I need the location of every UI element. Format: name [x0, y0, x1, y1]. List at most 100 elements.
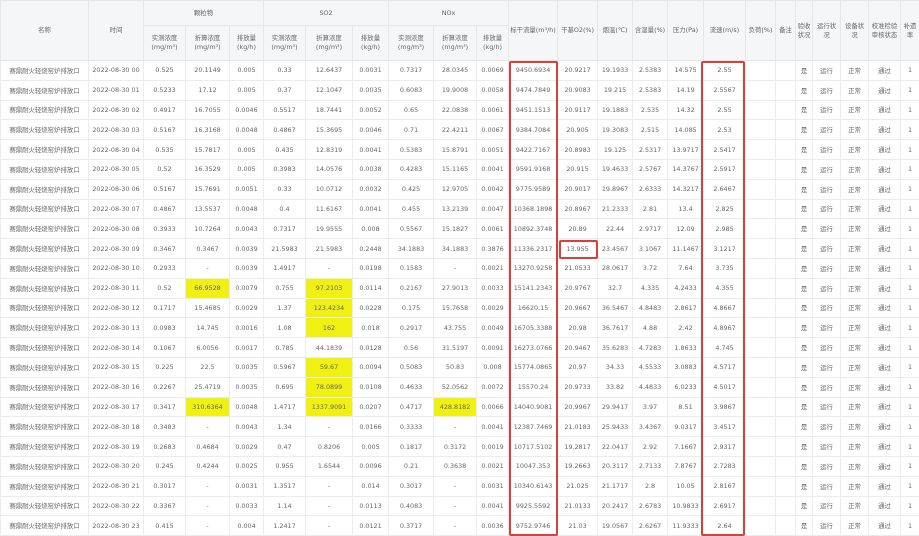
cell-nox-emission: 0.0029	[476, 297, 510, 319]
table-row[interactable]: 赛鼎耐火轻烧窑炉排放口 2022-08-30 05 0.52 16.3529 0.005…	[0, 158, 919, 180]
cell-time: 2022-08-30 08	[88, 218, 144, 240]
cell-run: 运行	[812, 376, 842, 398]
cell-nox-measured: 0.56	[388, 337, 435, 358]
table-row[interactable]: 赛鼎耐火轻烧窑炉排放口 2022-08-30 08 0.3933 10.7264 0.0…	[0, 218, 919, 240]
cell-moisture: 2.6333	[632, 178, 669, 200]
table-row[interactable]: 赛鼎耐火轻烧窑炉排放口 2022-08-30 23 0.415-0.004 1.241…	[0, 515, 919, 536]
table-row[interactable]: 赛鼎耐火轻烧窑炉排放口 2022-08-30 03 0.5167 16.3168 0.0…	[0, 119, 919, 141]
cell-accept: 是	[795, 297, 814, 319]
table-row[interactable]: 赛鼎耐火轻烧窑炉排放口 2022-08-30 06 0.5167 15.7691 0.0…	[0, 178, 919, 200]
cell-temp: 34.33	[597, 356, 634, 378]
cell-so2-measured: 0.435	[263, 139, 306, 160]
header-nox-converted: 折算浓度(mg/m³)	[433, 25, 478, 61]
cell-pm-converted: -	[185, 495, 230, 517]
cell-temp: 36.5467	[597, 297, 634, 319]
table-row[interactable]: 赛鼎耐火轻烧窑炉排放口 2022-08-30 21 0.3017-0.0031 1.3…	[0, 475, 919, 497]
cell-calib: 通过	[868, 238, 902, 259]
cell-so2-converted: 11.6167	[305, 198, 353, 220]
cell-calib: 通过	[868, 416, 902, 438]
cell-nox-measured: 0.3017	[388, 475, 435, 497]
cell-equip: 正常	[840, 139, 870, 160]
table-row[interactable]: 赛鼎耐火轻烧窑炉排放口 2022-08-30 09 0.3467 0.3467 0.00…	[0, 238, 919, 259]
cell-so2-converted: 14.0576	[305, 158, 353, 180]
table-row[interactable]: 赛鼎耐火轻烧窑炉排放口 2022-08-30 02 0.4917 16.7055 0.0…	[0, 99, 919, 121]
cell-nox-measured: 0.3717	[388, 515, 435, 536]
header-so2: SO2	[262, 0, 390, 26]
cell-pm-converted: 15.7691	[185, 178, 230, 200]
cell-rate: 1	[900, 257, 919, 279]
header-moisture: 含湿量(%)	[632, 0, 669, 61]
cell-equip: 正常	[840, 238, 870, 259]
cell-name: 赛鼎耐火轻烧窑炉排放口	[0, 495, 89, 517]
cell-time: 2022-08-30 04	[88, 139, 144, 160]
table-row[interactable]: 赛鼎耐火轻烧窑炉排放口 2022-08-30 22 0.3367-0.0033 1.1…	[0, 495, 919, 517]
cell-o2: 20.97	[557, 356, 599, 378]
cell-pm-converted: 17.12	[185, 79, 230, 101]
cell-time: 2022-08-30 22	[88, 495, 144, 517]
cell-equip: 正常	[840, 396, 870, 418]
cell-so2-measured: 0.33	[263, 60, 306, 81]
header-equip: 设备状况	[840, 0, 870, 61]
cell-so2-converted: 123.4234	[305, 297, 353, 319]
cell-calib: 通过	[868, 60, 902, 81]
cell-velocity: 4.8667	[703, 297, 747, 319]
table-row[interactable]: 赛鼎耐火轻烧窑炉排放口 2022-08-30 04 0.535 15.7817 0.00…	[0, 139, 919, 160]
cell-temp: 19.125	[597, 139, 634, 160]
table-row[interactable]: 赛鼎耐火轻烧窑炉排放口 2022-08-30 12 0.1717 15.4685 0.0…	[0, 297, 919, 319]
table-row[interactable]: 赛鼎耐火轻烧窑炉排放口 2022-08-30 19 0.2683 0.4684 0.00…	[0, 436, 919, 457]
cell-moisture: 2.92	[632, 436, 669, 457]
table-row[interactable]: 赛鼎耐火轻烧窑炉排放口 2022-08-30 18 0.3483-0.0043 1.3…	[0, 416, 919, 438]
cell-name: 赛鼎耐火轻烧窑炉排放口	[0, 238, 89, 259]
cell-pm-emission: 0.0035	[229, 376, 264, 398]
header-accept: 验收状况	[795, 0, 814, 61]
cell-pm-emission: 0.005	[229, 60, 264, 81]
cell-accept: 是	[795, 139, 814, 160]
cell-pm-measured: 0.3017	[143, 475, 186, 497]
table-row[interactable]: 赛鼎耐火轻烧窑炉排放口 2022-08-30 07 0.4867 13.5537 0.0…	[0, 198, 919, 220]
cell-pm-emission: 0.0043	[229, 416, 264, 438]
table-row[interactable]: 赛鼎耐火轻烧窑炉排放口 2022-08-30 20 0.245 0.4244 0.002…	[0, 455, 919, 477]
cell-name: 赛鼎耐火轻烧窑炉排放口	[0, 515, 89, 536]
table-row[interactable]: 赛鼎耐火轻烧窑炉排放口 2022-08-30 17 0.3417 310.6364 0.…	[0, 396, 919, 418]
cell-temp: 19.215	[597, 79, 634, 101]
cell-velocity: 2.825	[703, 198, 747, 220]
table-row[interactable]: 赛鼎耐火轻烧窑炉排放口 2022-08-30 15 0.225 22.5 0.0035 0…	[0, 356, 919, 378]
cell-nox-emission: 0.0072	[476, 376, 510, 398]
table-row[interactable]: 赛鼎耐火轻烧窑炉排放口 2022-08-30 01 0.5233 17.12 0.005…	[0, 79, 919, 101]
cell-pressure: 7.8767	[667, 455, 705, 477]
table-row[interactable]: 赛鼎耐火轻烧窑炉排放口 2022-08-30 00 0.525 20.1149 0.00…	[0, 60, 919, 81]
cell-pm-converted: 66.9528	[185, 277, 230, 299]
cell-run: 运行	[812, 495, 842, 517]
cell-rate: 1	[900, 297, 919, 319]
cell-o2: 21.03	[557, 515, 599, 536]
cell-calib: 通过	[868, 158, 902, 180]
cell-so2-emission: 0.0166	[351, 416, 390, 438]
cell-so2-converted: -	[305, 495, 353, 517]
header-name: 名称	[0, 0, 89, 61]
cell-so2-converted: 97.2103	[305, 277, 353, 299]
cell-remark	[775, 495, 797, 517]
table-row[interactable]: 赛鼎耐火轻烧窑炉排放口 2022-08-30 10 0.2933-0.0039 1.4…	[0, 257, 919, 279]
cell-run: 运行	[812, 297, 842, 319]
table-row[interactable]: 赛鼎耐火轻烧窑炉排放口 2022-08-30 14 0.1067 6.0056 0.00…	[0, 337, 919, 358]
cell-nox-converted: -	[433, 416, 478, 438]
cell-so2-measured: 0.3983	[263, 158, 306, 180]
table-row[interactable]: 赛鼎耐火轻烧窑炉排放口 2022-08-30 16 0.2267 25.4719 0.0…	[0, 376, 919, 398]
cell-pm-emission: 0.0025	[229, 455, 264, 477]
cell-so2-converted: 44.1839	[305, 337, 353, 358]
cell-name: 赛鼎耐火轻烧窑炉排放口	[0, 337, 89, 358]
cell-name: 赛鼎耐火轻烧窑炉排放口	[0, 158, 89, 180]
cell-nox-measured: 34.1883	[388, 238, 435, 259]
cell-accept: 是	[795, 436, 814, 457]
cell-remark	[775, 297, 797, 319]
cell-accept: 是	[795, 99, 814, 121]
table-row[interactable]: 赛鼎耐火轻烧窑炉排放口 2022-08-30 13 0.0983 14.745 0.00…	[0, 317, 919, 339]
table-row[interactable]: 赛鼎耐火轻烧窑炉排放口 2022-08-30 11 0.52 66.9528 0.007…	[0, 277, 919, 299]
cell-run: 运行	[812, 218, 842, 240]
cell-rate: 1	[900, 356, 919, 378]
cell-rate: 1	[900, 178, 919, 200]
cell-nox-converted: 0.3638	[433, 455, 478, 477]
cell-pm-converted: 0.3467	[185, 238, 230, 259]
cell-velocity: 2.8167	[703, 475, 747, 497]
cell-run: 运行	[812, 396, 842, 418]
